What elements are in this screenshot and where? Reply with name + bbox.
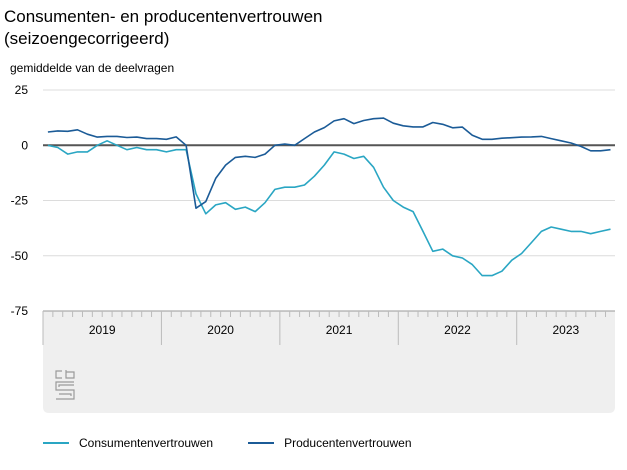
y-tick-label: 0 <box>21 138 28 152</box>
cbs-logo-stroke <box>59 393 72 396</box>
series-line-consumentenvertrouwen <box>47 140 611 277</box>
cbs-logo-stroke <box>58 384 74 387</box>
x-axis-panel <box>43 311 615 413</box>
legend: Consumentenvertrouwen Producentenvertrou… <box>43 436 447 450</box>
cbs-logo-stroke <box>55 370 62 379</box>
y-tick-label: -25 <box>11 194 29 208</box>
legend-swatch <box>43 442 69 444</box>
x-tick-label-year: 2022 <box>444 323 471 337</box>
chart-title-line-1: Consumenten- en producentenvertrouwen <box>4 7 323 26</box>
y-axis-label: gemiddelde van de deelvragen <box>10 61 175 75</box>
x-tick-label-year: 2019 <box>89 323 116 337</box>
legend-label: Consumentenvertrouwen <box>79 436 214 450</box>
x-tick-label-year: 2020 <box>207 323 234 337</box>
cbs-logo-stroke <box>55 381 75 400</box>
cbs-logo <box>55 370 75 400</box>
y-tick-label: -75 <box>11 304 29 318</box>
x-tick-label-year: 2023 <box>553 323 580 337</box>
legend-item-producentenvertrouwen[interactable]: Producentenvertrouwen <box>248 436 412 450</box>
legend-swatch <box>248 442 275 444</box>
legend-item-consumentenvertrouwen[interactable]: Consumentenvertrouwen <box>43 436 213 450</box>
series-line-producentenvertrouwen <box>47 117 611 209</box>
y-tick-label: -50 <box>11 249 29 263</box>
x-tick-label-year: 2021 <box>326 323 353 337</box>
legend-label: Producentenvertrouwen <box>284 436 412 450</box>
chart-title-line-2: (seizoengecorrigeerd) <box>4 29 170 48</box>
chart-title: Consumenten- en producentenvertrouwen (s… <box>4 6 322 50</box>
cbs-logo-stroke <box>65 370 75 379</box>
y-tick-label: 25 <box>15 83 29 97</box>
